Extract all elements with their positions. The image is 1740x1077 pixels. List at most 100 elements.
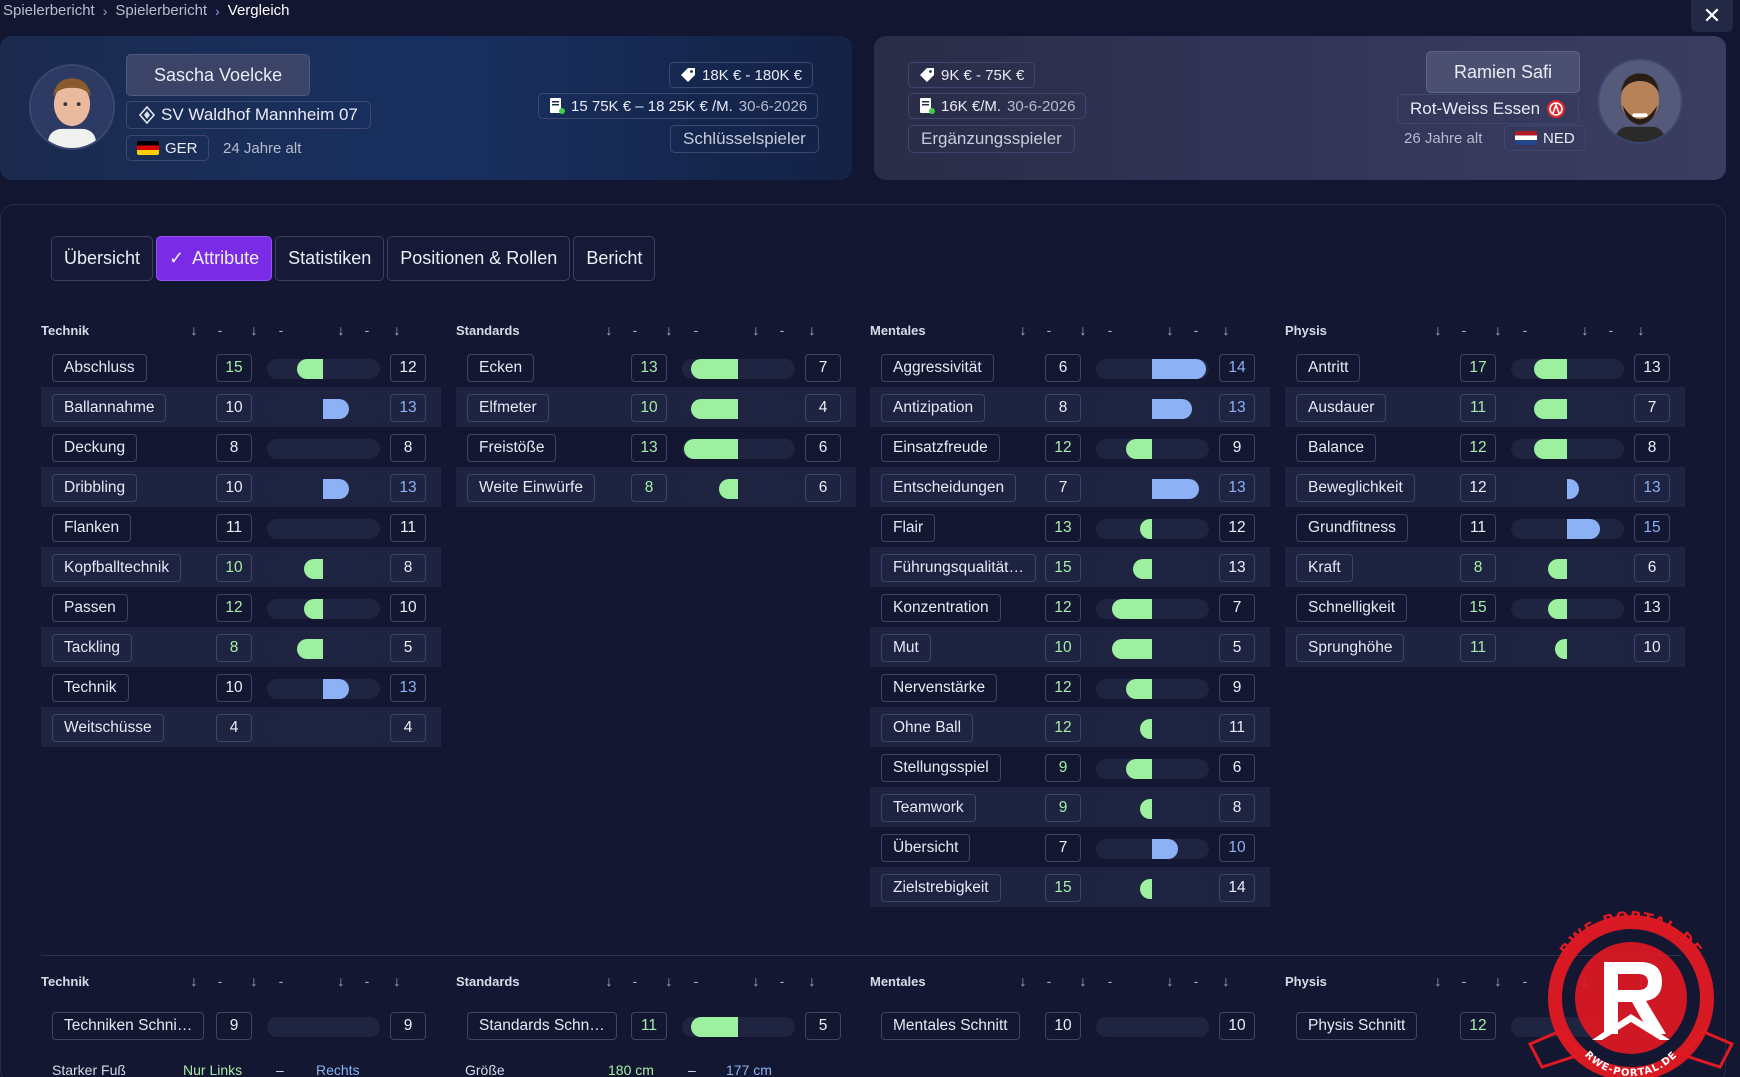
sort-arrow-icon[interactable]: ↓ [190, 973, 198, 989]
sort-arrow-icon[interactable]: ↓ [808, 973, 816, 989]
sort-dash: - [1522, 322, 1528, 338]
comparison-bar [1096, 359, 1209, 379]
attribute-name: Ausdauer [1296, 394, 1387, 422]
sort-dash: - [779, 973, 785, 989]
right-player-value: 13 [1634, 594, 1670, 622]
sort-arrow-icon[interactable]: ↓ [1637, 322, 1645, 338]
attribute-row: Zielstrebigkeit 15 14 [870, 867, 1270, 907]
sort-arrow-icon[interactable]: ↓ [1079, 973, 1087, 989]
breadcrumb-item[interactable]: Spielerbericht [115, 2, 208, 19]
sort-arrow-icon[interactable]: ↓ [1166, 322, 1174, 338]
attribute-name: Deckung [52, 434, 138, 462]
attribute-row: Grundfitness 11 15 [1285, 507, 1685, 547]
left-player-value: 11 [1460, 394, 1496, 422]
comparison-bar [1511, 519, 1624, 539]
sort-arrow-icon[interactable]: ↓ [1581, 322, 1589, 338]
right-player-value: 14 [1219, 874, 1255, 902]
sort-arrow-icon[interactable]: ↓ [1166, 973, 1174, 989]
left-player-card: Sascha Voelcke SV Waldhof Mannheim 07 GE… [0, 36, 852, 180]
height-b: 177 cm [726, 1062, 772, 1077]
right-player-name[interactable]: Ramien Safi [1426, 51, 1581, 93]
right-player-value: 8 [1219, 794, 1255, 822]
sort-arrow-icon[interactable]: ↓ [1494, 973, 1502, 989]
left-player-value: 17 [1460, 354, 1496, 382]
close-icon: ✕ [1702, 3, 1722, 28]
section-title: Technik [41, 973, 90, 989]
attribute-row: Stellungsspiel 9 6 [870, 747, 1270, 787]
attribute-row: Antritt 17 13 [1285, 347, 1685, 387]
breadcrumb-item[interactable]: Spielerbericht [3, 2, 95, 19]
section-header: Mentales ↓ - ↓ - ↓ - ↓ [870, 313, 1270, 347]
tab-overview[interactable]: Übersicht [51, 236, 154, 281]
left-player-club[interactable]: SV Waldhof Mannheim 07 [126, 101, 371, 129]
sort-arrow-icon[interactable]: ↓ [605, 322, 613, 338]
sort-arrow-icon[interactable]: ↓ [250, 322, 258, 338]
sort-arrow-icon[interactable]: ↓ [1434, 322, 1442, 338]
left-player-nation-code: GER [165, 139, 198, 157]
tab-statistics[interactable]: Statistiken [275, 236, 385, 281]
left-player-contract-end: 30-6-2026 [738, 97, 808, 115]
sort-arrow-icon[interactable]: ↓ [1079, 322, 1087, 338]
right-player-value: 5 [805, 1012, 841, 1040]
sort-dash: - [1522, 973, 1528, 989]
left-player-value: 12 [1460, 434, 1496, 462]
right-player-role: Ergänzungsspieler [908, 125, 1075, 153]
left-player-value: 11 [1460, 634, 1496, 662]
attribute-name: Kopfballtechnik [52, 554, 182, 582]
comparison-bar [267, 559, 380, 579]
sort-arrow-icon[interactable]: ↓ [393, 973, 401, 989]
sort-arrow-icon[interactable]: ↓ [605, 973, 613, 989]
sort-dash: - [364, 973, 370, 989]
sort-arrow-icon[interactable]: ↓ [1222, 322, 1230, 338]
left-player-value: 10 [1045, 634, 1081, 662]
comparison-bar [1511, 399, 1624, 419]
sort-arrow-icon[interactable]: ↓ [250, 973, 258, 989]
comparison-bar [267, 679, 380, 699]
right-player-club[interactable]: Rot-Weiss Essen [1397, 94, 1580, 124]
section-mentales: Mentales ↓ - ↓ - ↓ - ↓ Aggressivität 6 14 Antizipat… [870, 313, 1270, 907]
sort-dash: - [1461, 973, 1467, 989]
sort-arrow-icon[interactable]: ↓ [393, 322, 401, 338]
sort-arrow-icon[interactable]: ↓ [1019, 973, 1027, 989]
sort-arrow-icon[interactable]: ↓ [190, 322, 198, 338]
bar-segment-right [1152, 359, 1206, 379]
attribute-name: Beweglichkeit [1296, 474, 1415, 502]
bar-segment-right [1567, 479, 1579, 499]
left-player-value: 13 [631, 354, 667, 382]
sort-arrow-icon[interactable]: ↓ [1581, 973, 1589, 989]
comparison-bar [267, 519, 380, 539]
left-player-value: 8 [216, 434, 252, 462]
right-player-value: 11 [1219, 714, 1255, 742]
left-player-value: 15 [1045, 874, 1081, 902]
attribute-name: Schnelligkeit [1296, 594, 1408, 622]
sort-dash: - [278, 973, 284, 989]
close-button[interactable]: ✕ [1691, 0, 1733, 32]
right-player-value: 10 [390, 594, 426, 622]
sort-arrow-icon[interactable]: ↓ [665, 973, 673, 989]
comparison-bar [1096, 759, 1209, 779]
sort-arrow-icon[interactable]: ↓ [1494, 322, 1502, 338]
sort-arrow-icon[interactable]: ↓ [1019, 322, 1027, 338]
tab-positions-roles[interactable]: Positionen & Rollen [387, 236, 571, 281]
sort-arrow-icon[interactable]: ↓ [808, 322, 816, 338]
sort-arrow-icon[interactable]: ↓ [337, 973, 345, 989]
strong-foot-label: Starker Fuß [52, 1062, 126, 1077]
sort-arrow-icon[interactable]: ↓ [752, 973, 760, 989]
right-player-avatar [1597, 58, 1683, 144]
tab-attributes[interactable]: ✓ Attribute [156, 236, 273, 281]
bar-segment-left [1534, 399, 1567, 419]
sort-arrow-icon[interactable]: ↓ [1637, 973, 1645, 989]
sort-arrow-icon[interactable]: ↓ [665, 322, 673, 338]
section-header: Mentales ↓ - ↓ - ↓ - ↓ [870, 964, 1270, 998]
sort-arrow-icon[interactable]: ↓ [1434, 973, 1442, 989]
tab-report[interactable]: Bericht [573, 236, 656, 281]
attribute-name: Standards Schn… [467, 1012, 617, 1040]
left-player-value: 11 [216, 514, 252, 542]
sort-arrow-icon[interactable]: ↓ [752, 322, 760, 338]
sort-dash: - [1046, 973, 1052, 989]
sort-arrow-icon[interactable]: ↓ [337, 322, 345, 338]
left-player-name[interactable]: Sascha Voelcke [126, 54, 311, 96]
attribute-row: Dribbling 10 13 [41, 467, 441, 507]
attribute-name: Elfmeter [467, 394, 549, 422]
sort-arrow-icon[interactable]: ↓ [1222, 973, 1230, 989]
